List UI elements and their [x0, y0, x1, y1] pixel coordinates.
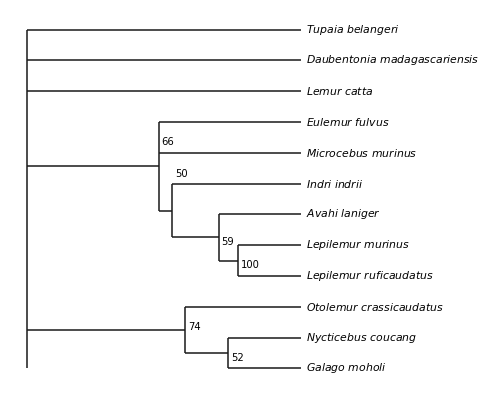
Text: $\it{Otolemur\ crassicaudatus}$: $\it{Otolemur\ crassicaudatus}$ [306, 301, 444, 313]
Text: 74: 74 [188, 322, 200, 332]
Text: $\it{Galago\ moholi}$: $\it{Galago\ moholi}$ [306, 361, 387, 375]
Text: 100: 100 [241, 260, 260, 270]
Text: $\it{Lemur\ catta}$: $\it{Lemur\ catta}$ [306, 85, 374, 97]
Text: $\it{Microcebus\ murinus}$: $\it{Microcebus\ murinus}$ [306, 147, 418, 159]
Text: $\it{Avahi\ laniger}$: $\it{Avahi\ laniger}$ [306, 207, 381, 221]
Text: 52: 52 [231, 352, 244, 363]
Text: $\it{Daubentonia\ madagascariensis}$: $\it{Daubentonia\ madagascariensis}$ [306, 53, 480, 67]
Text: 50: 50 [175, 169, 188, 179]
Text: $\it{Lepilemur\ ruficaudatus}$: $\it{Lepilemur\ ruficaudatus}$ [306, 269, 434, 283]
Text: 66: 66 [162, 137, 174, 147]
Text: $\it{Indri\ indrii}$: $\it{Indri\ indrii}$ [306, 178, 364, 190]
Text: $\it{Tupaia\ belangeri}$: $\it{Tupaia\ belangeri}$ [306, 22, 400, 36]
Text: 59: 59 [221, 237, 234, 247]
Text: $\it{Nycticebus\ coucang}$: $\it{Nycticebus\ coucang}$ [306, 330, 418, 344]
Text: $\it{Lepilemur\ murinus}$: $\it{Lepilemur\ murinus}$ [306, 238, 410, 252]
Text: $\it{Eulemur\ fulvus}$: $\it{Eulemur\ fulvus}$ [306, 116, 390, 128]
